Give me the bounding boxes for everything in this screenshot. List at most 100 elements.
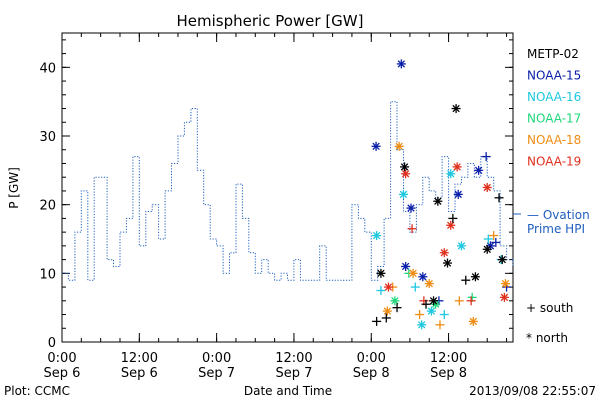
point-metp-02-north [497, 255, 507, 265]
point-stroke [427, 307, 436, 315]
point-noaa-16-north [446, 169, 456, 179]
point-stroke [418, 321, 426, 329]
x-tick-time: 12:00 [430, 351, 467, 366]
point-noaa-16-south [376, 286, 386, 295]
point-noaa-19-south [466, 296, 476, 306]
point-metp-02-north [470, 272, 480, 282]
point-stroke [434, 197, 442, 205]
point-metp-02-north [429, 296, 439, 306]
point-metp-02-north [451, 104, 461, 114]
footer-plot-credit: Plot: CCMC [4, 384, 70, 398]
point-stroke [457, 242, 466, 250]
x-tick-date: Sep 7 [275, 366, 312, 381]
point-stroke [501, 279, 510, 288]
point-metp-02-south [421, 299, 431, 309]
point-stroke [453, 163, 461, 171]
point-metp-02-south [372, 316, 382, 326]
point-noaa-19-north [482, 183, 492, 192]
point-metp-02-north [400, 162, 410, 172]
point-stroke [447, 221, 455, 229]
point-stroke [395, 142, 403, 150]
point-stroke [469, 317, 477, 326]
point-noaa-19-south [407, 224, 417, 234]
y-axis-label: P [GW] [7, 167, 21, 209]
point-metp-02-north [442, 258, 452, 268]
x-tick-time: 12:00 [121, 351, 158, 366]
point-noaa-15-north [406, 203, 416, 213]
point-noaa-15-north [474, 165, 484, 175]
point-stroke [483, 183, 491, 192]
ovation-series [62, 101, 514, 281]
legend-noaa-16: NOAA-16 [527, 90, 581, 104]
point-stroke [443, 259, 452, 267]
legend: METP-02 NOAA-15 NOAA-16 NOAA-17 NOAA-18 NOAA-… [527, 47, 581, 169]
y-tick-label: 10 [39, 267, 56, 282]
x-tick-date: Sep 7 [198, 366, 235, 381]
point-noaa-15-north [418, 272, 428, 282]
point-stroke [452, 104, 460, 113]
footer-timestamp: 2013/09/08 22:55:07 [469, 384, 596, 398]
point-noaa-18-north [424, 279, 434, 289]
point-noaa-16-north [456, 241, 466, 251]
point-metp-02-south [448, 213, 458, 223]
point-stroke [384, 283, 393, 291]
plot-frame [61, 32, 514, 343]
point-noaa-17-north [390, 296, 400, 306]
point-stroke [409, 269, 417, 278]
point-noaa-19-north [446, 220, 456, 230]
y-axis: 0 10 20 30 40 [39, 39, 513, 351]
point-metp-02-south [392, 303, 402, 313]
point-stroke [372, 231, 381, 240]
point-noaa-18-north [408, 268, 418, 278]
point-stroke [401, 170, 410, 178]
legend-noaa-18: NOAA-18 [527, 133, 581, 147]
south-symbol-legend: + south [526, 301, 573, 315]
point-noaa-19-north [401, 169, 411, 179]
point-stroke [419, 273, 427, 281]
point-noaa-16-south [483, 234, 493, 244]
point-noaa-15-north [371, 141, 381, 151]
point-stroke [474, 166, 483, 175]
point-noaa-15-north [396, 59, 406, 69]
point-stroke [500, 293, 509, 302]
point-stroke [383, 307, 392, 315]
point-stroke [401, 262, 410, 271]
point-stroke [483, 245, 491, 253]
point-noaa-16-south [439, 310, 449, 320]
point-noaa-18-north [468, 316, 478, 326]
point-stroke [372, 142, 380, 150]
point-stroke [498, 255, 506, 264]
point-noaa-18-north [394, 141, 404, 151]
point-metp-02-south [461, 275, 471, 285]
x-axis-label: Date and Time [244, 384, 332, 398]
y-tick-label: 40 [39, 61, 56, 76]
point-metp-02-south [494, 193, 504, 203]
y-tick-label: 30 [39, 130, 56, 145]
point-noaa-19-north [452, 162, 462, 172]
y-tick-label: 20 [39, 199, 56, 214]
x-tick-time: 12:00 [275, 351, 312, 366]
point-noaa-16-north [372, 231, 382, 241]
point-stroke [447, 170, 455, 178]
ovation-legend-line1: — Ovation [527, 208, 590, 222]
point-noaa-19-north [439, 248, 449, 258]
point-noaa-18-north [500, 279, 510, 289]
point-noaa-18-south [489, 231, 499, 241]
point-metp-02-north [482, 244, 492, 254]
ovation-legend-line2: Prime HPI [527, 222, 585, 236]
point-metp-02-south [381, 313, 391, 323]
x-tick-date: Sep 6 [121, 366, 158, 381]
legend-noaa-19: NOAA-19 [527, 155, 581, 169]
chart-title: Hemispheric Power [GW] [177, 12, 364, 30]
north-symbol-legend: * north [526, 331, 568, 345]
point-stroke [397, 60, 406, 68]
point-noaa-16-north [426, 306, 436, 316]
point-noaa-16-north [417, 320, 427, 330]
point-stroke [454, 190, 462, 199]
x-tick-date: Sep 6 [44, 366, 81, 381]
point-noaa-15-north [401, 261, 411, 271]
point-noaa-18-south [454, 296, 464, 306]
point-noaa-18-south [435, 320, 445, 330]
